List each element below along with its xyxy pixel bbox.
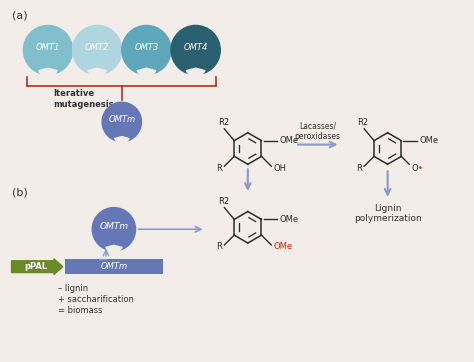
Text: Lacasses/
peroxidases: Lacasses/ peroxidases [295,121,341,140]
Text: R2: R2 [218,118,229,127]
Text: OMe: OMe [419,136,438,145]
Text: (b): (b) [11,188,27,198]
Circle shape [171,25,220,75]
Circle shape [73,25,122,75]
Text: •: • [418,164,423,173]
Circle shape [102,102,141,142]
Wedge shape [137,67,156,78]
Wedge shape [87,67,107,78]
FancyBboxPatch shape [64,259,163,274]
Circle shape [23,25,73,75]
Text: OMT4: OMT4 [183,43,208,52]
Wedge shape [114,136,130,144]
Text: OMe: OMe [279,136,299,145]
Text: O: O [411,164,418,173]
Text: R: R [356,164,362,173]
FancyArrow shape [11,259,63,274]
Text: Lignin
polymerization: Lignin polymerization [354,204,421,223]
Text: R2: R2 [357,118,369,127]
Text: OMT2: OMT2 [85,43,109,52]
Wedge shape [38,67,58,78]
Circle shape [122,25,171,75]
Text: R: R [217,164,222,173]
Text: OMe: OMe [273,243,292,252]
Text: Iterative
mutagenesis: Iterative mutagenesis [53,89,113,109]
Text: OMTm: OMTm [108,115,136,124]
Text: (a): (a) [11,10,27,21]
Text: OMT3: OMT3 [134,43,159,52]
Text: OMT1: OMT1 [36,43,60,52]
Text: R2: R2 [218,197,229,206]
Text: + saccharification: + saccharification [58,295,134,304]
Wedge shape [105,245,123,254]
Text: = biomass: = biomass [58,306,102,315]
Text: OMTm: OMTm [100,222,128,231]
Circle shape [92,207,136,251]
Text: – lignin: – lignin [58,285,88,293]
Text: OH: OH [273,164,286,173]
Text: R: R [217,243,222,252]
Text: pPAL: pPAL [25,262,48,271]
Text: OMTm: OMTm [100,262,128,271]
Wedge shape [186,67,206,78]
Text: OMe: OMe [279,215,299,224]
